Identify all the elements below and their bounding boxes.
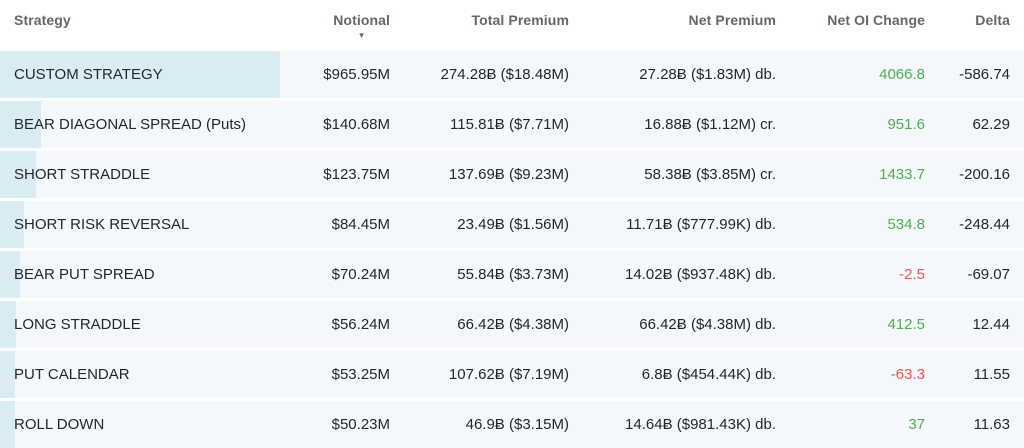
net-oi-change-value: 951.6: [776, 116, 925, 133]
table-row[interactable]: BEAR DIAGONAL SPREAD (Puts) $140.68M 115…: [0, 101, 1024, 148]
table-row[interactable]: BEAR PUT SPREAD $70.24M 55.84Ƀ ($3.73M) …: [0, 251, 1024, 298]
total-premium-value: 55.84Ƀ ($3.73M): [390, 266, 569, 283]
net-oi-change-value: 1433.7: [776, 166, 925, 183]
col-header-net-premium[interactable]: Net Premium: [569, 12, 776, 28]
net-oi-change-value: 37: [776, 416, 925, 433]
table-row[interactable]: LONG STRADDLE $56.24M 66.42Ƀ ($4.38M) 66…: [0, 301, 1024, 348]
table-row[interactable]: SHORT STRADDLE $123.75M 137.69Ƀ ($9.23M)…: [0, 151, 1024, 198]
col-header-delta[interactable]: Delta: [925, 12, 1010, 28]
total-premium-value: 23.49Ƀ ($1.56M): [390, 216, 569, 233]
strategy-name: SHORT RISK REVERSAL: [0, 216, 189, 233]
table-row[interactable]: PUT CALENDAR $53.25M 107.62Ƀ ($7.19M) 6.…: [0, 351, 1024, 398]
notional-value: $123.75M: [280, 166, 390, 183]
delta-value: 11.55: [925, 366, 1010, 383]
delta-value: 11.63: [925, 416, 1010, 433]
notional-value: $70.24M: [280, 266, 390, 283]
net-premium-value: 58.38Ƀ ($3.85M) cr.: [569, 166, 776, 183]
net-oi-change-value: 4066.8: [776, 66, 925, 83]
net-oi-change-value: 534.8: [776, 216, 925, 233]
strategy-name: BEAR DIAGONAL SPREAD (Puts): [0, 116, 246, 133]
notional-value: $56.24M: [280, 316, 390, 333]
strategy-name: ROLL DOWN: [0, 416, 104, 433]
notional-value: $53.25M: [280, 366, 390, 383]
total-premium-value: 137.69Ƀ ($9.23M): [390, 166, 569, 183]
net-premium-value: 66.42Ƀ ($4.38M) db.: [569, 316, 776, 333]
notional-value: $965.95M: [280, 66, 390, 83]
net-premium-value: 6.8Ƀ ($454.44K) db.: [569, 366, 776, 383]
notional-value: $50.23M: [280, 416, 390, 433]
total-premium-value: 107.62Ƀ ($7.19M): [390, 366, 569, 383]
strategy-name: BEAR PUT SPREAD: [0, 266, 155, 283]
table-row[interactable]: ROLL DOWN $50.23M 46.9Ƀ ($3.15M) 14.64Ƀ …: [0, 401, 1024, 448]
delta-value: 62.29: [925, 116, 1010, 133]
net-premium-value: 14.02Ƀ ($937.48K) db.: [569, 266, 776, 283]
col-header-notional[interactable]: Notional ▼: [280, 12, 390, 41]
net-oi-change-value: -63.3: [776, 366, 925, 383]
col-header-total-premium[interactable]: Total Premium: [390, 12, 569, 28]
col-header-notional-label: Notional: [333, 12, 390, 28]
net-premium-value: 14.64Ƀ ($981.43K) db.: [569, 416, 776, 433]
table-header: Strategy Notional ▼ Total Premium Net Pr…: [0, 0, 1024, 51]
total-premium-value: 66.42Ƀ ($4.38M): [390, 316, 569, 333]
delta-value: 12.44: [925, 316, 1010, 333]
delta-value: -69.07: [925, 266, 1010, 283]
net-oi-change-value: 412.5: [776, 316, 925, 333]
total-premium-value: 46.9Ƀ ($3.15M): [390, 416, 569, 433]
delta-value: -200.16: [925, 166, 1010, 183]
delta-value: -586.74: [925, 66, 1010, 83]
col-header-strategy[interactable]: Strategy: [14, 12, 280, 28]
notional-value: $140.68M: [280, 116, 390, 133]
net-oi-change-value: -2.5: [776, 266, 925, 283]
strategy-name: SHORT STRADDLE: [0, 166, 150, 183]
total-premium-value: 274.28Ƀ ($18.48M): [390, 66, 569, 83]
strategy-name: LONG STRADDLE: [0, 316, 141, 333]
net-premium-value: 11.71Ƀ ($777.99K) db.: [569, 216, 776, 233]
net-premium-value: 16.88Ƀ ($1.12M) cr.: [569, 116, 776, 133]
table-row[interactable]: SHORT RISK REVERSAL $84.45M 23.49Ƀ ($1.5…: [0, 201, 1024, 248]
strategy-name: CUSTOM STRATEGY: [0, 66, 163, 83]
notional-value: $84.45M: [280, 216, 390, 233]
table-row[interactable]: CUSTOM STRATEGY $965.95M 274.28Ƀ ($18.48…: [0, 51, 1024, 98]
col-header-net-oi-change[interactable]: Net OI Change: [776, 12, 925, 28]
delta-value: -248.44: [925, 216, 1010, 233]
strategy-name: PUT CALENDAR: [0, 366, 130, 383]
strategy-table: Strategy Notional ▼ Total Premium Net Pr…: [0, 0, 1024, 446]
total-premium-value: 115.81Ƀ ($7.71M): [390, 116, 569, 133]
sort-desc-icon: ▼: [333, 31, 390, 41]
net-premium-value: 27.28Ƀ ($1.83M) db.: [569, 66, 776, 83]
